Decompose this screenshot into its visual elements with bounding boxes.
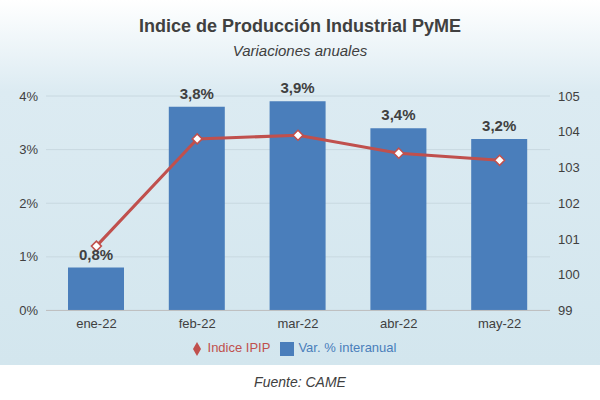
svg-text:mar-22: mar-22 (277, 316, 318, 331)
svg-text:104: 104 (558, 124, 580, 139)
svg-text:0%: 0% (19, 303, 38, 318)
svg-text:100: 100 (558, 267, 580, 282)
html-text:Fuente: CAME: Fuente: CAME (254, 374, 346, 390)
svg-text:may-22: may-22 (478, 316, 521, 331)
svg-text:101: 101 (558, 232, 580, 247)
html-text:Indice de Producción Industria: Indice de Producción Industrial PyME (139, 16, 461, 36)
svg-text:3,2%: 3,2% (482, 117, 516, 134)
svg-text:105: 105 (558, 89, 580, 104)
svg-text:103: 103 (558, 160, 580, 175)
html-text:Indice IPIP: Indice IPIP (207, 340, 271, 356)
svg-text:99: 99 (558, 303, 572, 318)
svg-text:4%: 4% (19, 89, 38, 104)
svg-text:3,4%: 3,4% (381, 106, 415, 123)
svg-text:0,8%: 0,8% (79, 246, 113, 263)
svg-text:abr-22: abr-22 (380, 316, 418, 331)
svg-text:2%: 2% (19, 196, 38, 211)
svg-text:feb-22: feb-22 (179, 316, 216, 331)
html-text:Variaciones anuales: Variaciones anuales (232, 42, 368, 59)
svg-text:102: 102 (558, 196, 580, 211)
svg-text:3%: 3% (19, 142, 38, 157)
html-text:Var. % interanual: Var. % interanual (298, 340, 397, 356)
svg-text:ene-22: ene-22 (76, 316, 116, 331)
svg-text:3,9%: 3,9% (280, 79, 314, 96)
svg-text:3,8%: 3,8% (180, 85, 214, 102)
svg-text:1%: 1% (19, 249, 38, 264)
